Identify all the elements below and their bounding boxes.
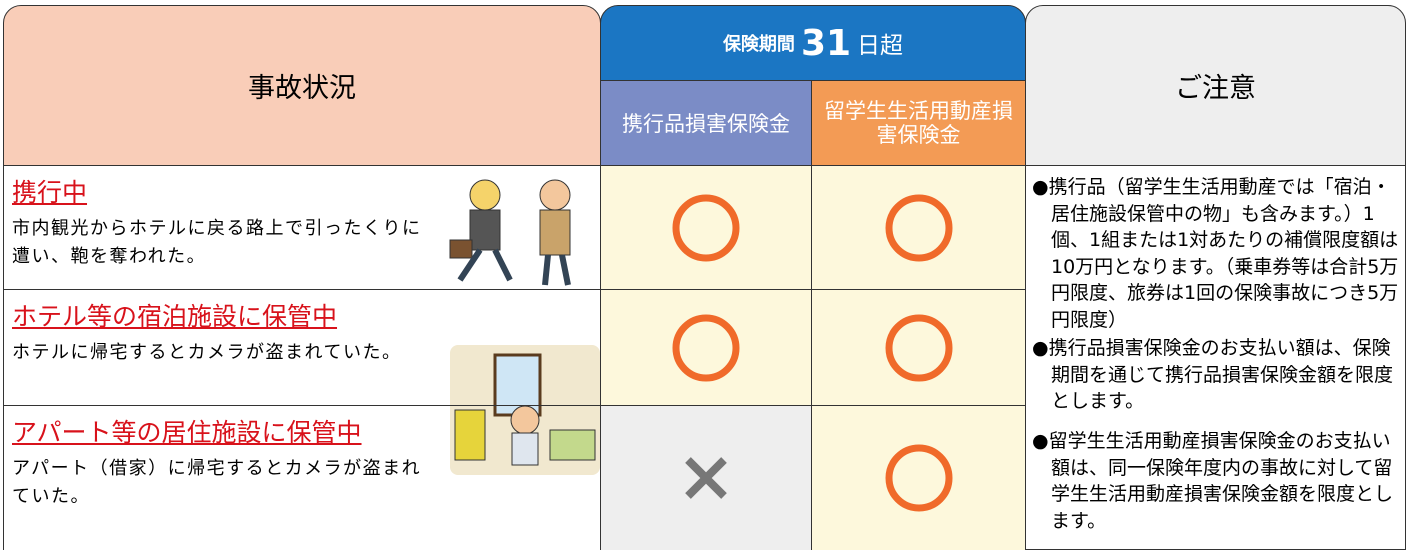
- situation-header: 事故状況: [3, 5, 601, 166]
- note: ●携行品（留学生生活用動産では「宿泊・居住施設保管中の物」も含みます。）1個、1…: [1032, 176, 1399, 331]
- covered-mark: [885, 444, 952, 512]
- note: ●携行品損害保険金のお支払い額は、保険期間を通じて携行品損害保険金額を限度としま…: [1032, 337, 1394, 412]
- column-text: 留学生生活用動産損害保険金: [824, 99, 1013, 147]
- coverage-number: 31: [800, 22, 852, 64]
- covered-mark: [672, 194, 740, 261]
- coverage-cell: [811, 405, 1026, 550]
- row-description: アパート（借家）に帰宅するとカメラが盗まれていた。: [12, 458, 422, 507]
- coverage-cell: [811, 289, 1026, 406]
- coverage-cell: [811, 165, 1026, 290]
- column-header: 留学生生活用動産損害保険金: [811, 80, 1026, 166]
- coverage-suffix: 日超: [857, 33, 904, 59]
- header-text: 事故状況: [248, 73, 356, 104]
- coverage-cell: [600, 289, 812, 406]
- not-covered-mark: [685, 457, 727, 499]
- illustration-snatch: [449, 179, 571, 286]
- coverage-header: 保険期間 31 日超: [600, 5, 1026, 81]
- row-description: ホテルに帰宅するとカメラが盗まれていた。: [12, 342, 402, 363]
- covered-mark: [885, 314, 952, 381]
- covered-mark: [885, 194, 952, 261]
- row-title: ホテル等の宿泊施設に保管中: [12, 302, 338, 331]
- column-text: 携行品損害保険金: [622, 112, 790, 136]
- coverage-cell: [600, 165, 812, 290]
- row-title: 携行中: [12, 178, 88, 207]
- note: ●留学生生活用動産損害保険金のお支払い額は、同一保険年度内の事故に対して留学生生…: [1032, 430, 1394, 532]
- coverage-prefix: 保険期間: [722, 34, 795, 55]
- column-header: 携行品損害保険金: [600, 80, 812, 166]
- header-text: ご注意: [1175, 73, 1256, 104]
- covered-mark: [672, 314, 740, 381]
- row-description: 市内観光からホテルに戻る路上で引ったくりに遭い、鞄を奪われた。: [12, 218, 422, 267]
- row-title: アパート等の居住施設に保管中: [12, 418, 362, 447]
- coverage-cell: [600, 405, 812, 550]
- notes-header: ご注意: [1025, 5, 1406, 166]
